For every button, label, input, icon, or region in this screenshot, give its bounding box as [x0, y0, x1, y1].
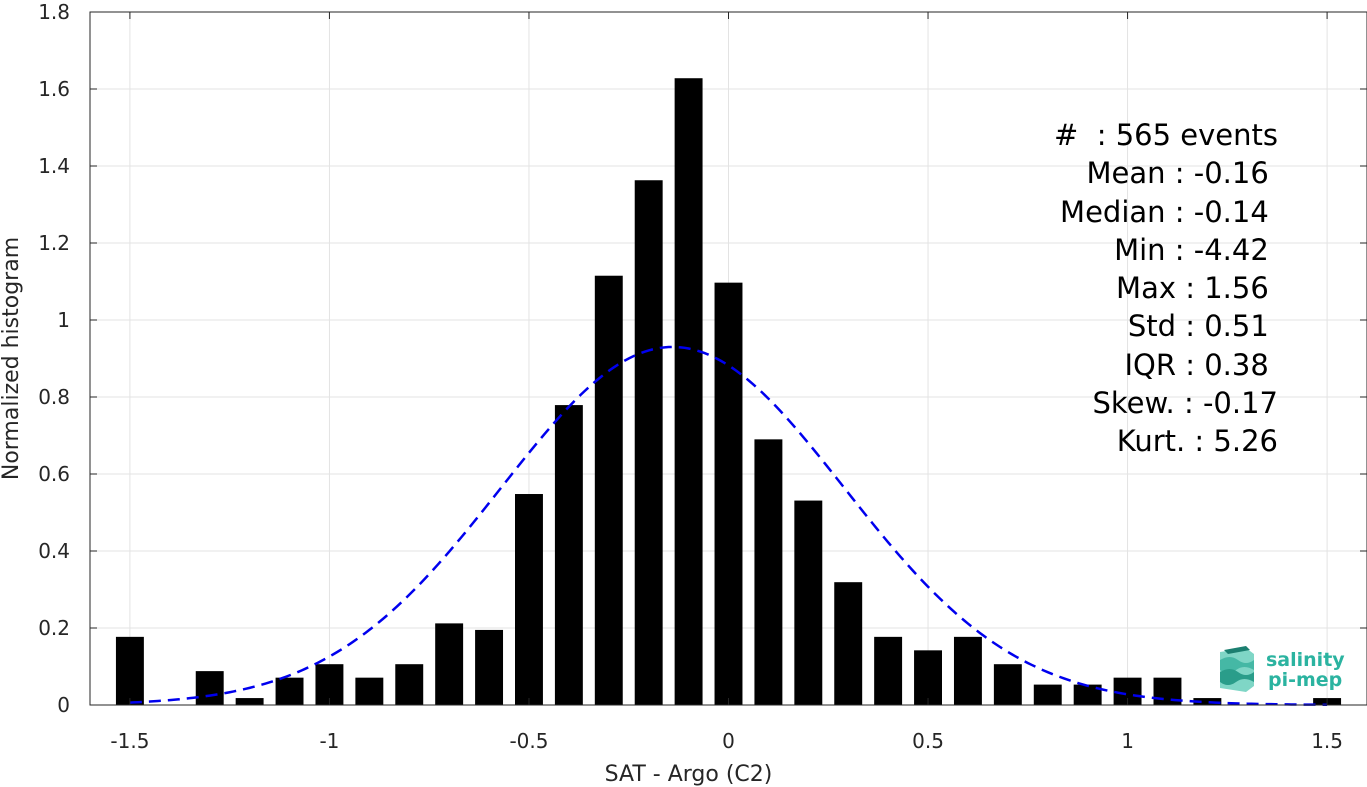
x-tick-label: -1.5	[110, 729, 149, 753]
y-tick-label: 1	[57, 308, 70, 332]
histogram-bar	[714, 282, 743, 705]
histogram-bar	[235, 698, 264, 705]
histogram-bar	[993, 664, 1022, 705]
histogram-bar	[1073, 684, 1102, 705]
statistics-box: # : 565 events Mean : -0.16 Median : -0.…	[990, 116, 1290, 461]
histogram-bars	[115, 78, 1342, 706]
x-axis-label: SAT - Argo (C2)	[605, 762, 773, 787]
histogram-bar	[115, 636, 144, 705]
histogram-bar	[674, 78, 703, 706]
stat-mean: Mean : -0.16	[1086, 156, 1278, 191]
stat-max: Max : 1.56	[1116, 271, 1278, 306]
y-tick-label: 0.6	[38, 462, 70, 486]
histogram-bar	[834, 582, 863, 705]
stat-iqr: IQR : 0.38	[1124, 347, 1278, 382]
waves-icon	[1220, 646, 1254, 692]
x-axis-ticks: -1.5 -1 -0.5 0 0.5 1 1.5	[110, 12, 1343, 753]
y-axis-label: Normalized histogram	[0, 237, 24, 480]
histogram-bar	[794, 500, 823, 705]
stat-count: # : 565 events	[1054, 118, 1278, 152]
histogram-bar	[435, 623, 464, 705]
x-tick-label: 1	[1121, 729, 1134, 753]
y-tick-label: 1.6	[38, 77, 70, 101]
histogram-bar	[515, 494, 543, 705]
x-tick-label: 1.5	[1311, 729, 1343, 753]
histogram-bar	[1193, 698, 1222, 705]
histogram-bar	[554, 405, 583, 705]
stat-median: Median : -0.14	[1060, 194, 1278, 229]
y-tick-label: 0.2	[38, 616, 70, 640]
histogram-bar	[953, 636, 982, 705]
x-tick-label: 0	[722, 729, 735, 753]
x-tick-label: -0.5	[509, 729, 548, 753]
logo-line2: pi-mep	[1268, 669, 1342, 691]
y-tick-label: 0.4	[38, 539, 70, 563]
x-tick-label: -1	[319, 729, 339, 753]
stat-std: Std : 0.51	[1127, 309, 1278, 344]
y-tick-label: 0.8	[38, 385, 70, 409]
histogram-bar	[594, 275, 623, 705]
y-tick-label: 0	[57, 693, 70, 717]
y-tick-label: 1.2	[38, 231, 70, 255]
histogram-bar	[914, 650, 942, 705]
y-tick-label: 1.4	[38, 154, 70, 178]
logo-line1: salinity	[1266, 649, 1345, 671]
stat-skew: Skew. : -0.17	[1092, 386, 1278, 421]
histogram-bar	[754, 439, 783, 705]
y-axis-ticks: 0 0.2 0.4 0.6 0.8 1 1.2 1.4 1.6 1.8	[38, 0, 1367, 717]
y-tick-label: 1.8	[38, 0, 70, 24]
histogram-bar	[195, 671, 224, 705]
histogram-bar	[874, 636, 903, 705]
stat-kurt: Kurt. : 5.26	[1116, 424, 1278, 459]
histogram-bar	[1033, 684, 1062, 705]
histogram-bar	[275, 677, 304, 705]
x-tick-label: 0.5	[912, 729, 944, 753]
histogram-bar	[475, 629, 504, 705]
histogram-bar	[634, 180, 663, 705]
histogram-bar	[395, 664, 424, 705]
salinity-pi-mep-logo: salinity pi-mep	[1220, 646, 1345, 692]
stat-min: Min : -4.42	[1114, 232, 1278, 267]
histogram-bar	[355, 677, 384, 705]
